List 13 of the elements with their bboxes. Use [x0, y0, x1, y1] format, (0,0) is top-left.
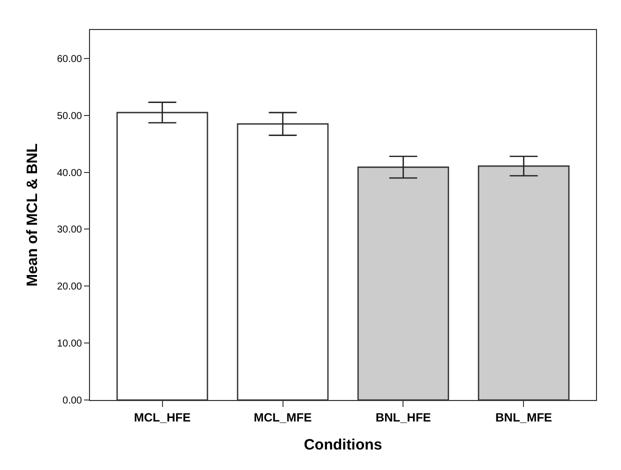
y-axis-title: Mean of MCL & BNL [24, 143, 42, 287]
y-tick-label: 60.00 [56, 54, 82, 65]
x-tick-label: BNL_MFE [495, 410, 552, 424]
x-tick-label: MCL_MFE [254, 410, 312, 424]
y-tick-label: 10.00 [56, 338, 82, 350]
y-tick-label: 20.00 [56, 282, 82, 293]
y-tick-label: 50.00 [56, 110, 82, 122]
y-tick-label: 0.00 [62, 396, 82, 406]
x-tick-label: BNL_HFE [376, 410, 431, 424]
x-tick-label: MCL_HFE [134, 410, 191, 424]
y-tick-label: 40.00 [56, 168, 82, 179]
y-tick-label: 30.00 [56, 224, 82, 236]
x-axis-title: Conditions [304, 436, 382, 454]
